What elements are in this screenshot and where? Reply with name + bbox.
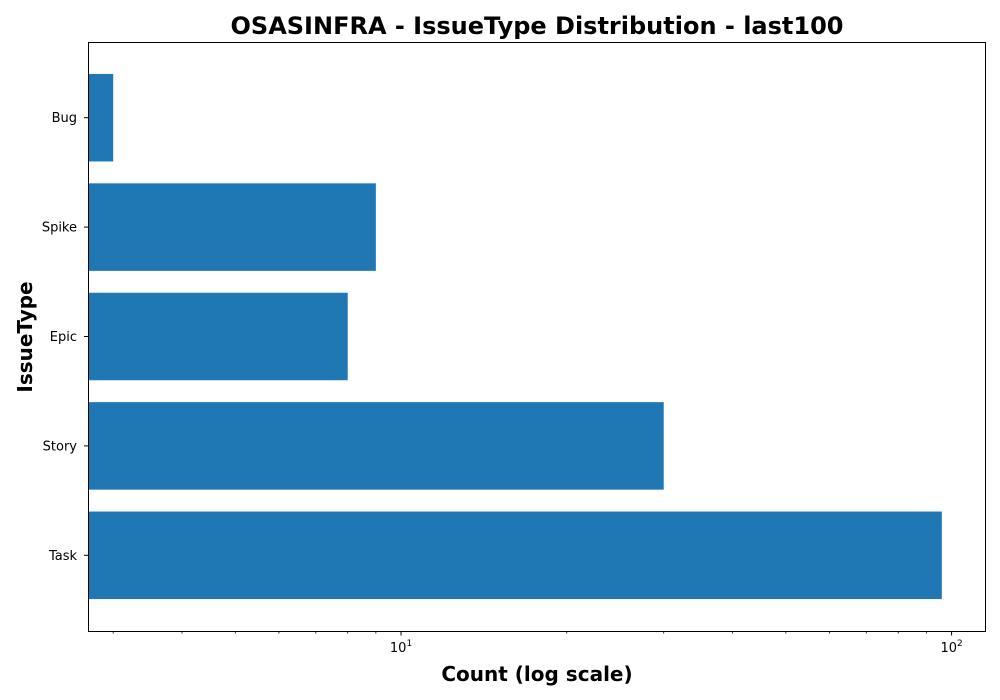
plot-frame [88, 42, 986, 632]
bar-story [88, 402, 664, 490]
y-axis: Task Story Epic Spike Bug [42, 111, 88, 564]
y-tick-label-story: Story [43, 439, 78, 454]
chart-title: OSASINFRA - IssueType Distribution - las… [231, 12, 844, 40]
y-axis-label: IssueType [13, 281, 37, 392]
y-tick-label-epic: Epic [50, 330, 77, 345]
bars [88, 73, 942, 600]
bar-epic [88, 292, 348, 381]
x-axis-label: Count (log scale) [441, 662, 632, 686]
x-tick-label: 102 [940, 639, 962, 656]
bar-task [88, 511, 942, 600]
x-tick-label: 101 [390, 639, 412, 656]
y-tick-label-spike: Spike [42, 221, 77, 236]
x-axis: 101 102 [112, 631, 963, 656]
y-tick-label-bug: Bug [52, 111, 77, 126]
bar-bug [88, 73, 114, 162]
y-tick-label-task: Task [48, 549, 78, 564]
bar-spike [88, 183, 376, 271]
